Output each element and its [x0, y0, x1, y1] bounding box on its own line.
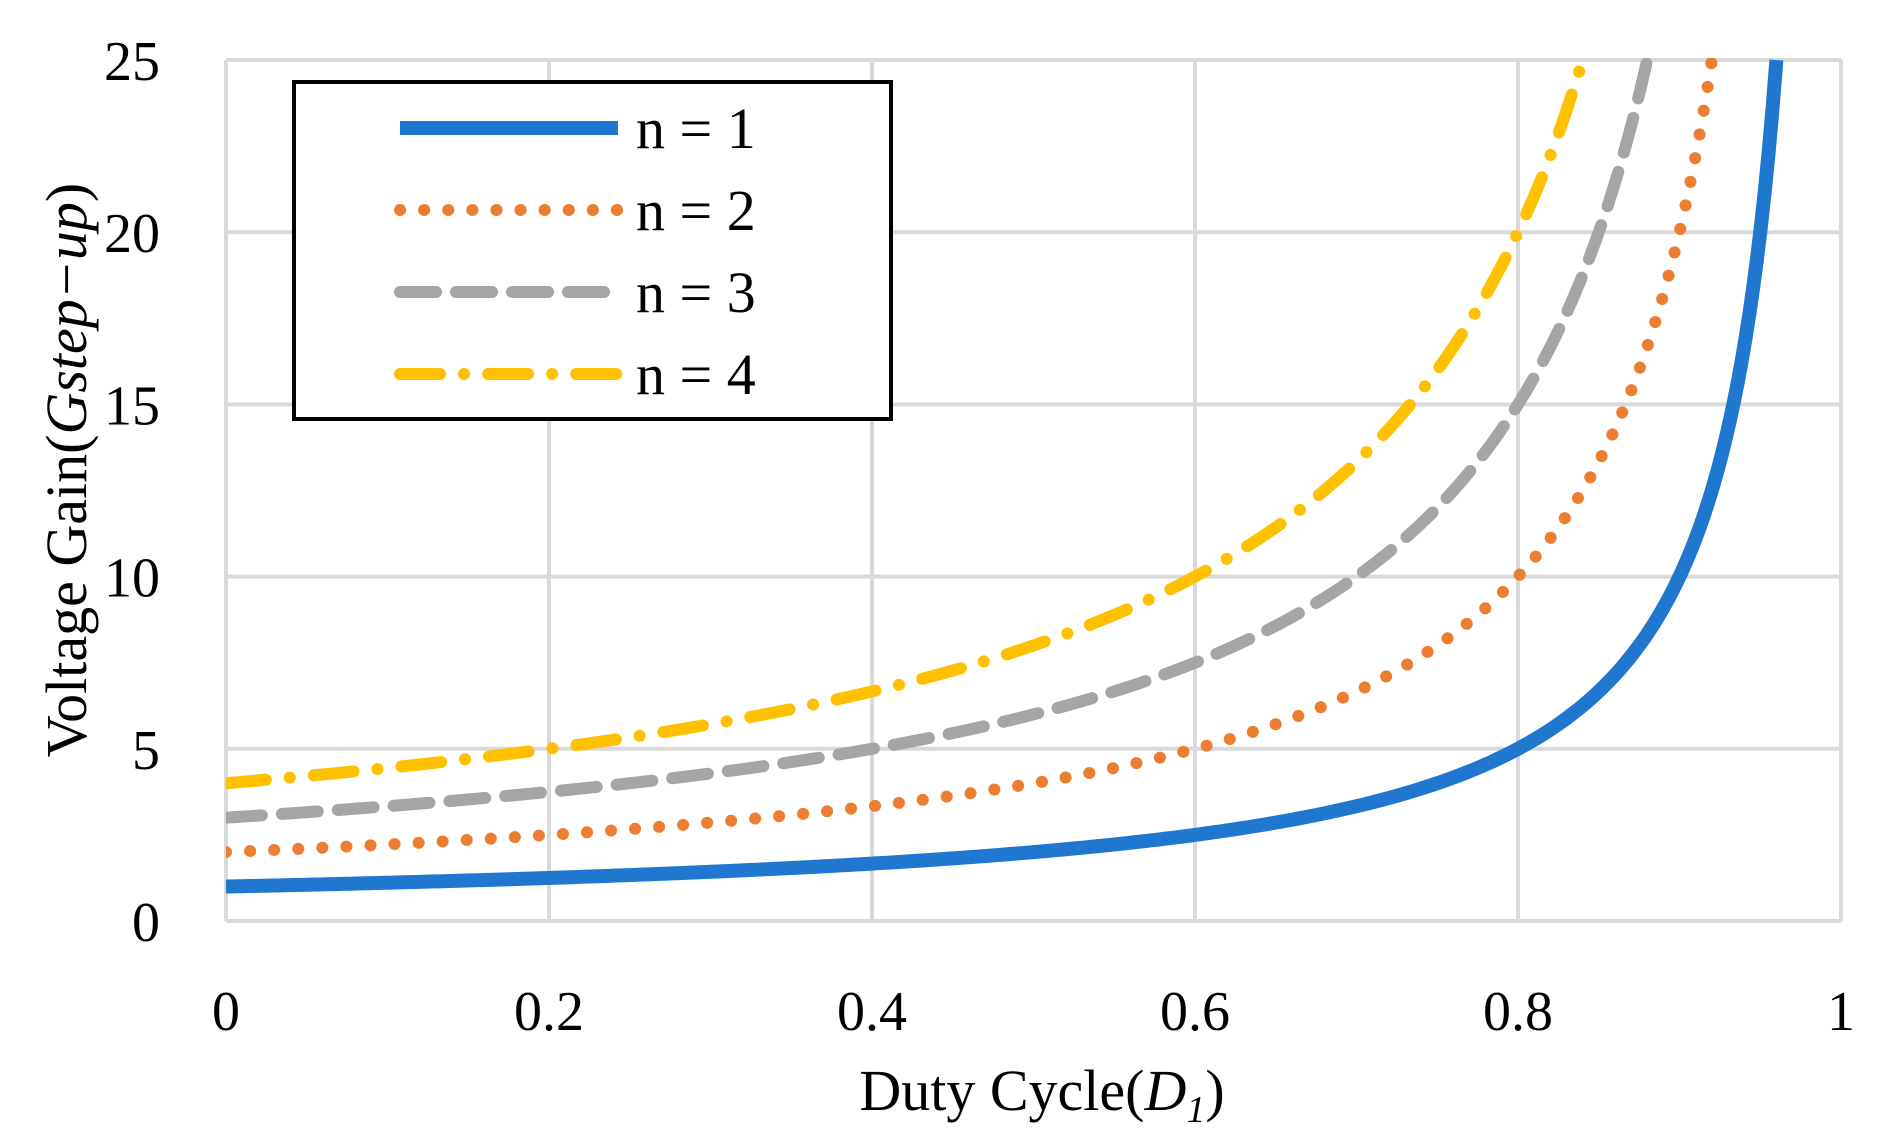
x-tick-labels: 0 0.2 0.4 0.6 0.8 1 [212, 981, 1855, 1043]
y-tick-label: 15 [104, 375, 160, 437]
y-tick-label: 0 [132, 892, 160, 954]
legend-label-n3: n = 3 [636, 260, 756, 325]
series-line-n2 [226, 58, 1718, 859]
series-line-n4 [226, 58, 1589, 790]
x-tick-label: 0.8 [1483, 981, 1553, 1043]
y-axis-title: Voltage Gain(Gstep−up) [34, 183, 99, 757]
legend-label-n1: n = 1 [636, 96, 756, 161]
series-lines [226, 58, 1784, 894]
x-tick-label: 0.2 [514, 981, 584, 1043]
x-tick-label: 1 [1827, 981, 1855, 1043]
x-tick-label: 0 [212, 981, 240, 1043]
x-axis-title: Duty Cycle(D1) [859, 1058, 1224, 1131]
x-tick-label: 0.6 [1160, 981, 1230, 1043]
y-tick-label: 5 [132, 720, 160, 782]
y-tick-label: 10 [104, 548, 160, 610]
x-tick-label: 0.4 [837, 981, 907, 1043]
y-tick-labels: 0 5 10 15 20 25 [104, 31, 160, 954]
legend-label-n4: n = 4 [636, 342, 756, 407]
legend-box [292, 80, 893, 421]
series-line-n3 [226, 58, 1654, 824]
legend: n = 1 n = 2 n = 3 n = 4 [292, 80, 893, 421]
legend-label-n2: n = 2 [636, 178, 756, 243]
y-tick-label: 20 [104, 203, 160, 265]
y-tick-label: 25 [104, 31, 160, 93]
series-line-n1 [226, 59, 1784, 894]
